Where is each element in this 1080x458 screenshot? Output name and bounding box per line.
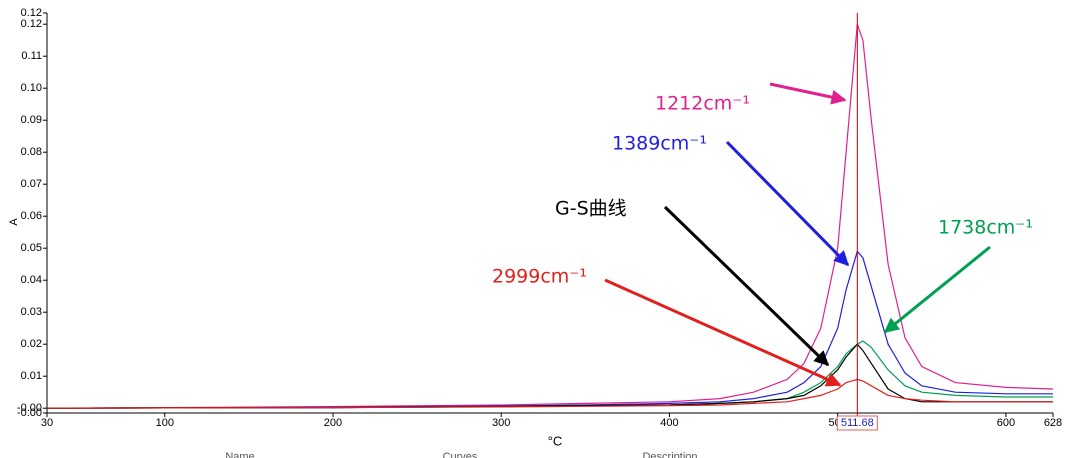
cursor-box xyxy=(836,415,878,431)
y-tick-label: 0.12 xyxy=(21,18,42,30)
table-header: Curves xyxy=(443,451,478,458)
y-tick-label: 0.08 xyxy=(21,146,42,158)
y-tick-label: 0.11 xyxy=(21,50,42,62)
table-header: Description xyxy=(642,451,697,458)
table-header: Name xyxy=(225,451,254,458)
x-tick-label: 200 xyxy=(324,417,342,429)
y-tick-label: 0.02 xyxy=(21,338,42,350)
x-tick-label: 600 xyxy=(997,417,1015,429)
series-line xyxy=(46,24,1054,409)
cursor-label: 511.68 xyxy=(841,417,874,429)
x-tick-label: 30 xyxy=(41,417,53,429)
annotation: 2999cm⁻¹ xyxy=(492,266,587,288)
annotation: 1389cm⁻¹ xyxy=(612,133,707,155)
annotation-arrow xyxy=(883,245,991,334)
y-tick-label: -0.00 xyxy=(17,402,42,414)
annotation: 1738cm⁻¹ xyxy=(938,217,1033,239)
x-tick-label: 300 xyxy=(492,417,510,429)
annotation: 1212cm⁻¹ xyxy=(655,93,750,115)
y-tick-label: 0.05 xyxy=(21,242,42,254)
y-axis-label: A xyxy=(8,218,20,226)
y-tick-label: 0.06 xyxy=(21,210,42,222)
x-axis-label: °C xyxy=(548,433,563,448)
annotation-arrow xyxy=(725,140,850,267)
annotation-arrow xyxy=(769,82,847,105)
y-tick-label: 0.12 xyxy=(21,7,42,19)
annotation-arrow xyxy=(604,278,842,387)
x-tick-label: 628 xyxy=(1044,417,1062,429)
y-tick-label: -0.00 xyxy=(17,407,42,419)
y-tick-label: 0.01 xyxy=(21,370,42,382)
y-tick-label: 0.03 xyxy=(21,306,42,318)
x-tick-label: 100 xyxy=(156,417,174,429)
y-tick-label: 0.04 xyxy=(21,274,42,286)
annotation: G-S曲线 xyxy=(555,198,627,220)
x-tick-label: 400 xyxy=(660,417,678,429)
y-tick-label: 0.10 xyxy=(21,82,42,94)
y-tick-label: 0.09 xyxy=(21,114,42,126)
annotation-arrow xyxy=(663,205,830,367)
series-line xyxy=(46,378,1053,409)
y-tick-label: 0.07 xyxy=(21,178,42,190)
